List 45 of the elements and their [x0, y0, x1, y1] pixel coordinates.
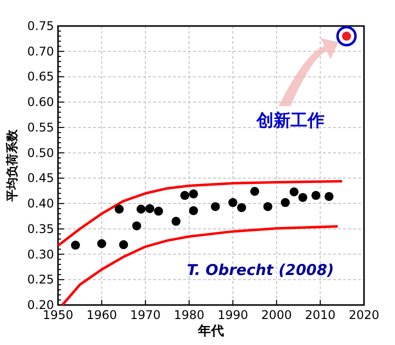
y-tick-label: 0.50 [27, 146, 54, 160]
point [237, 203, 246, 212]
point [263, 202, 272, 212]
point [70, 240, 80, 250]
y-tick-label: 0.70 [27, 44, 54, 58]
annotation: 创新工作 [256, 111, 325, 132]
point [97, 239, 106, 248]
x-tick-label: 2020 [348, 308, 380, 322]
y-tick-label: 0.55 [27, 120, 54, 134]
point [145, 204, 154, 214]
x-tick-label: 2010 [305, 308, 336, 322]
y-tick-label: 0.65 [27, 70, 54, 84]
x-tick-label: 1990 [218, 308, 248, 322]
annotation: T. Obrecht (2008) [186, 261, 334, 279]
y-tick-label: 0.45 [27, 171, 54, 186]
y-tick-label: 0.25 [27, 272, 54, 287]
point [228, 198, 238, 208]
point [119, 240, 128, 250]
point [172, 216, 181, 226]
point [280, 198, 290, 208]
point [136, 204, 146, 214]
x-tick-label: 1960 [86, 308, 117, 322]
y-axis-title: 平均负荷系数 [5, 128, 19, 202]
y-tick-label: 0.35 [27, 222, 54, 236]
point [132, 221, 142, 230]
point [189, 206, 198, 216]
point [311, 190, 320, 200]
point [298, 192, 308, 202]
y-tick-label: 0.30 [27, 247, 54, 262]
point [290, 187, 299, 196]
point [154, 206, 164, 216]
y-tick-label: 0.40 [27, 196, 54, 211]
y-tick-label: 0.75 [27, 19, 54, 33]
point [114, 204, 124, 214]
y-tick-label: 0.60 [27, 95, 54, 110]
x-tick-label: 1970 [130, 308, 161, 322]
x-tick-label: 1950 [42, 308, 74, 322]
x-axis-title: 年代 [197, 324, 224, 339]
point [189, 189, 198, 198]
point [210, 202, 220, 212]
point [324, 192, 334, 201]
point [180, 190, 190, 200]
x-tick-label: 1980 [174, 308, 204, 322]
x-tick-label: 2000 [261, 308, 292, 322]
point [250, 186, 260, 196]
